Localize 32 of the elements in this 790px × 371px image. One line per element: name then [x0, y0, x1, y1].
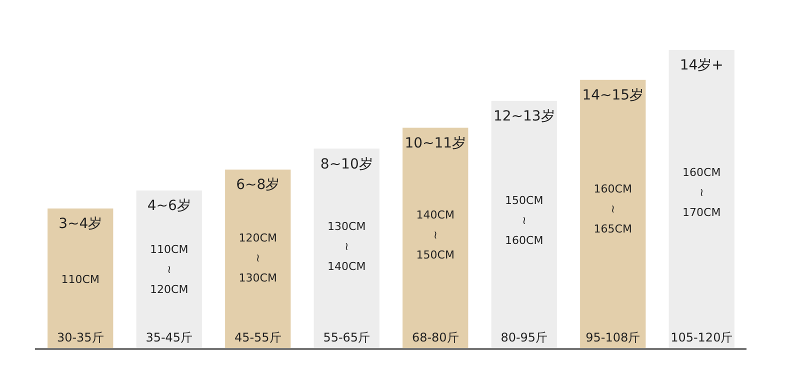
bar: [491, 100, 557, 349]
annotation: 4~6岁: [147, 198, 191, 214]
x-tick-label: 105-120斤: [670, 330, 733, 344]
x-tick-label: 35-45斤: [146, 330, 193, 344]
annotation: 14岁+: [680, 58, 724, 74]
annotation: 10~11岁: [404, 135, 466, 152]
annotation: 140CM ≀ 150CM: [416, 208, 454, 262]
annotation: 6~8岁: [236, 177, 280, 194]
bar: [402, 128, 468, 349]
annotation: 150CM ≀ 160CM: [505, 194, 544, 247]
x-tick-label: 45-55斤: [234, 330, 282, 344]
annotation: 14~15岁: [582, 88, 644, 104]
annotation: 110CM: [61, 273, 100, 286]
bar: [136, 190, 202, 349]
annotation: 110CM ≀ 120CM: [150, 243, 188, 296]
bar: [668, 50, 734, 349]
bar: [314, 148, 380, 349]
annotation: 3~4岁: [58, 216, 102, 232]
annotation: 160CM ≀ 165CM: [594, 182, 632, 236]
bar: [48, 208, 114, 349]
annotation: 12~13岁: [493, 108, 555, 124]
annotation: 120CM ≀ 130CM: [238, 232, 277, 285]
x-tick-label: 30-35斤: [56, 330, 104, 344]
annotation: 8~10岁: [320, 156, 373, 172]
x-tick-label: 80-95斤: [500, 330, 548, 344]
x-tick-label: 68-80斤: [412, 330, 459, 344]
annotation: 160CM ≀ 170CM: [682, 166, 721, 219]
bar: [580, 80, 646, 349]
bar: [225, 170, 291, 349]
annotation: 130CM ≀ 140CM: [328, 220, 366, 274]
x-tick-label: 55-65斤: [323, 330, 370, 344]
x-tick-label: 95-108斤: [586, 330, 640, 344]
